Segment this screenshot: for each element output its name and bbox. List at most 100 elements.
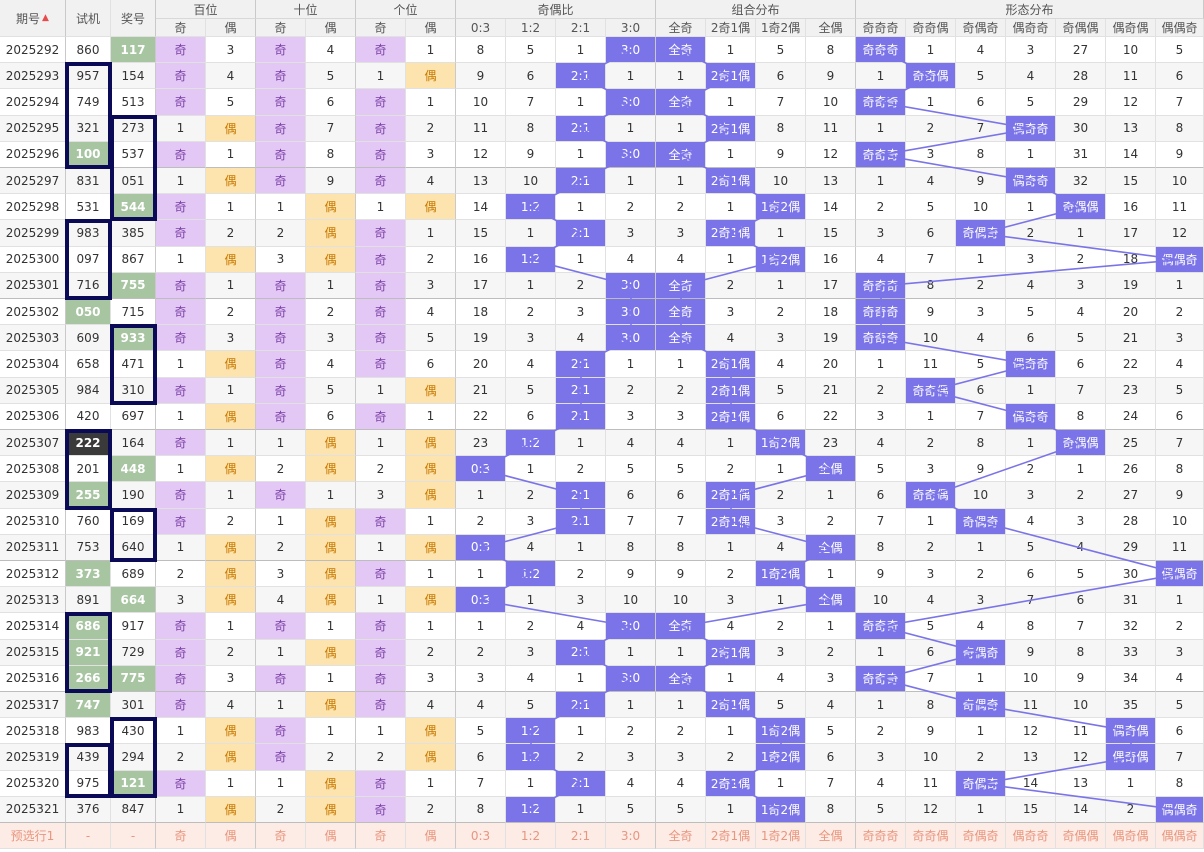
- combo-cell: 2: [756, 613, 806, 639]
- even-cell: 偶: [206, 535, 256, 561]
- even-cell: 1: [306, 666, 356, 692]
- even-cell: 偶: [206, 247, 256, 273]
- odd-cell: 奇: [256, 378, 306, 404]
- odd-cell: 奇: [156, 509, 206, 535]
- even-cell: 1: [406, 404, 456, 430]
- prediction-option-cell[interactable]: 偶: [206, 823, 256, 849]
- ratio-cell: 10: [506, 168, 556, 194]
- form-hit-cell: 奇奇奇: [856, 273, 906, 299]
- prediction-option-cell[interactable]: 全奇: [656, 823, 706, 849]
- prize-number-cell: 640: [111, 535, 156, 561]
- form-cell: 2: [956, 561, 1006, 587]
- combo-cell: 4: [656, 430, 706, 456]
- even-cell: 偶: [206, 587, 256, 613]
- ratio-cell: 8: [606, 535, 656, 561]
- ratio-cell: 1: [456, 482, 506, 508]
- period-cell: 2025293: [0, 63, 66, 89]
- combo-cell: 1: [756, 587, 806, 613]
- odd-cell: 2: [256, 797, 306, 823]
- prediction-option-cell[interactable]: 1奇2偶: [756, 823, 806, 849]
- ratio-cell: 14: [456, 194, 506, 220]
- form-cell: 6: [1056, 587, 1106, 613]
- prediction-option-cell[interactable]: 2奇1偶: [706, 823, 756, 849]
- combo-cell: 1: [706, 37, 756, 63]
- odd-cell: 1: [156, 116, 206, 142]
- combo-cell: 2: [756, 299, 806, 325]
- prize-number-cell: 933: [111, 325, 156, 351]
- period-cell: 2025304: [0, 351, 66, 377]
- prediction-option-cell[interactable]: 1:2: [506, 823, 556, 849]
- odd-cell: 奇: [356, 89, 406, 115]
- prediction-option-cell[interactable]: 奇偶偶: [1056, 823, 1106, 849]
- odd-cell: 1: [156, 404, 206, 430]
- form-cell: 15: [1006, 797, 1056, 823]
- prediction-option-cell[interactable]: 奇偶奇: [956, 823, 1006, 849]
- prediction-option-cell[interactable]: 偶奇奇: [1006, 823, 1056, 849]
- form-cell: 32: [1106, 613, 1156, 639]
- combo-cell: 1: [756, 771, 806, 797]
- combo-cell: 1: [706, 430, 756, 456]
- sort-arrow-icon[interactable]: ▲: [42, 13, 49, 23]
- prediction-option-cell[interactable]: 全偶: [806, 823, 856, 849]
- ratio-cell: 6: [606, 482, 656, 508]
- trial-number-cell: 097: [66, 247, 111, 273]
- prediction-option-cell[interactable]: 偶: [406, 823, 456, 849]
- combo-hit-cell: 1奇2偶: [756, 247, 806, 273]
- combo-cell: 1: [756, 220, 806, 246]
- odd-cell: 奇: [356, 273, 406, 299]
- ratio-hit-cell: 1:2: [506, 247, 556, 273]
- odd-cell: 奇: [356, 692, 406, 718]
- form-cell: 21: [1106, 325, 1156, 351]
- odd-cell: 1: [356, 718, 406, 744]
- combo-hit-cell: 1奇2偶: [756, 744, 806, 770]
- prediction-option-cell[interactable]: 0:3: [456, 823, 506, 849]
- form-cell: 23: [1106, 378, 1156, 404]
- trial-number-cell: 891: [66, 587, 111, 613]
- odd-cell: 1: [156, 456, 206, 482]
- even-cell: 偶: [306, 194, 356, 220]
- odd-cell: 2: [256, 456, 306, 482]
- ratio-cell: 1: [456, 561, 506, 587]
- odd-cell: 奇: [156, 37, 206, 63]
- even-cell: 6: [306, 89, 356, 115]
- form-cell: 1: [956, 666, 1006, 692]
- form-cell: 10: [1156, 168, 1204, 194]
- trial-number-cell: 753: [66, 535, 111, 561]
- prediction-option-cell[interactable]: 偶偶奇: [1156, 823, 1204, 849]
- form-cell: 32: [1056, 168, 1106, 194]
- odd-cell: 奇: [356, 613, 406, 639]
- prediction-option-cell[interactable]: 奇奇奇: [856, 823, 906, 849]
- ratio-hit-cell: 0:3: [456, 456, 506, 482]
- form-cell: 5: [1056, 561, 1106, 587]
- even-cell: 偶: [306, 220, 356, 246]
- even-cell: 3: [206, 37, 256, 63]
- combo-cell: 4: [656, 247, 706, 273]
- prediction-option-cell[interactable]: 2:1: [556, 823, 606, 849]
- prediction-option-cell[interactable]: 偶: [306, 823, 356, 849]
- prediction-option-cell[interactable]: 偶奇偶: [1106, 823, 1156, 849]
- combo-cell: 7: [756, 89, 806, 115]
- prediction-option-cell[interactable]: 奇: [356, 823, 406, 849]
- even-cell: 3: [306, 325, 356, 351]
- combo-cell: 9: [806, 63, 856, 89]
- prediction-option-cell[interactable]: 奇: [256, 823, 306, 849]
- combo-cell: 7: [656, 509, 706, 535]
- prediction-option-cell[interactable]: 3:0: [606, 823, 656, 849]
- even-cell: 1: [406, 561, 456, 587]
- ratio-cell: 5: [606, 797, 656, 823]
- prediction-option-cell[interactable]: 奇: [156, 823, 206, 849]
- form-cell: 17: [1106, 220, 1156, 246]
- form-cell: 10: [856, 587, 906, 613]
- prize-number-cell: 513: [111, 89, 156, 115]
- combo-cell: 13: [806, 168, 856, 194]
- combo-cell: 1: [656, 692, 706, 718]
- prediction-option-cell[interactable]: 奇奇偶: [906, 823, 956, 849]
- combo-hit-cell: 2奇1偶: [706, 692, 756, 718]
- prediction-label[interactable]: 预选行1: [0, 823, 66, 849]
- form-cell: 3: [856, 744, 906, 770]
- combo-hit-cell: 全奇: [656, 89, 706, 115]
- form-cell: 9: [906, 299, 956, 325]
- form-cell: 6: [1006, 325, 1056, 351]
- form-cell: 9: [1156, 142, 1204, 168]
- period-header[interactable]: 期号 ▲: [0, 0, 66, 37]
